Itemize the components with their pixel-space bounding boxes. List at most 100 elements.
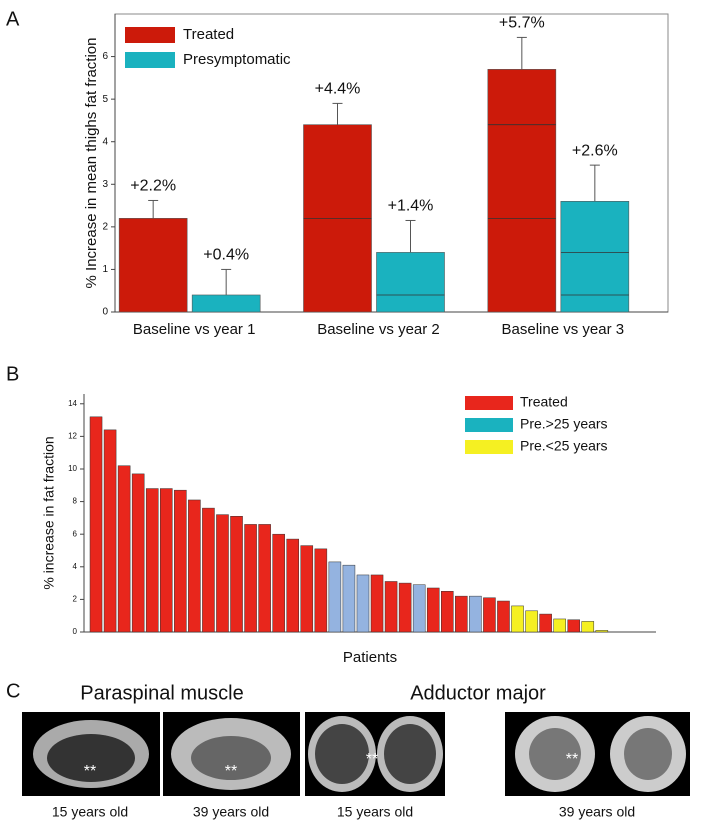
bar — [455, 595, 468, 633]
y-tick-label: 8 — [73, 497, 78, 506]
image-mark: ** — [566, 751, 578, 768]
x-tick-label: Baseline vs year 2 — [317, 321, 440, 338]
y-tick-label: 6 — [102, 51, 108, 62]
bar — [483, 597, 496, 633]
y-axis-label: % Increase in mean thighs fat fraction — [83, 38, 100, 289]
legend-label: Presymptomatic — [183, 51, 291, 68]
y-tick-label: 0 — [73, 627, 78, 636]
legend-swatch — [465, 418, 513, 432]
image-mark: ** — [84, 763, 96, 780]
bar — [487, 69, 557, 313]
bar — [441, 590, 454, 633]
y-tick-label: 3 — [102, 179, 108, 190]
legend-swatch — [465, 440, 513, 454]
y-tick-label: 2 — [102, 221, 108, 232]
bar — [511, 605, 524, 633]
value-label: +4.4% — [315, 81, 361, 98]
legend-swatch — [125, 52, 175, 68]
mri-images — [22, 712, 690, 796]
image-shape — [624, 728, 672, 780]
y-tick-label: 0 — [102, 307, 108, 318]
panel-label: A — [6, 8, 20, 30]
value-label: +2.6% — [572, 142, 618, 159]
y-tick-label: 5 — [102, 94, 108, 105]
bar — [469, 595, 482, 633]
image-mark: ** — [366, 751, 378, 768]
panel-label: C — [6, 680, 20, 702]
image-shape — [529, 728, 581, 780]
y-tick-label: 12 — [68, 431, 77, 440]
bar — [595, 630, 609, 633]
x-axis-label: Patients — [343, 649, 397, 666]
legend-label: Treated — [520, 394, 568, 410]
y-axis-label: % increase in fat fraction — [41, 436, 57, 589]
bar — [300, 545, 314, 633]
value-label: +0.4% — [203, 247, 249, 264]
image-caption: 15 years old — [337, 804, 413, 820]
image-title: Paraspinal muscle — [80, 682, 243, 704]
y-tick-label: 2 — [73, 595, 78, 604]
bar — [131, 473, 145, 633]
bar — [560, 201, 630, 313]
bar — [384, 581, 398, 633]
image-shape — [384, 724, 436, 784]
bar — [525, 610, 538, 633]
bar — [497, 600, 510, 633]
image-caption: 39 years old — [559, 804, 635, 820]
bar — [117, 465, 131, 633]
bar — [370, 574, 384, 633]
image-caption: 15 years old — [52, 804, 128, 820]
panel-label: B — [6, 363, 19, 385]
image-shape — [47, 734, 135, 782]
bar — [581, 621, 595, 633]
legend-swatch — [125, 27, 175, 43]
y-tick-label: 10 — [68, 464, 77, 473]
value-label: +2.2% — [130, 178, 176, 195]
bar — [567, 619, 581, 633]
image-shape — [315, 724, 369, 784]
bar — [376, 252, 445, 313]
bar — [202, 507, 215, 633]
legend-label: Treated — [183, 26, 234, 43]
bar — [145, 488, 159, 633]
bar — [103, 429, 117, 633]
y-tick-label: 4 — [73, 562, 78, 571]
bar — [191, 294, 261, 313]
bar — [160, 488, 173, 633]
bar — [230, 516, 243, 633]
legend-swatch — [465, 396, 513, 410]
bar — [342, 564, 356, 633]
bar — [426, 587, 440, 633]
bar — [314, 548, 328, 633]
bar — [328, 561, 342, 633]
bar — [412, 584, 426, 633]
bar — [286, 538, 300, 633]
y-tick-label: 6 — [73, 529, 78, 538]
y-tick-label: 14 — [68, 399, 77, 408]
bar — [188, 499, 201, 633]
bar — [258, 524, 271, 633]
bar — [398, 582, 412, 633]
bar — [356, 574, 370, 633]
bar — [118, 218, 188, 313]
bar — [272, 533, 285, 633]
bar — [216, 514, 229, 633]
x-tick-label: Baseline vs year 3 — [502, 321, 625, 338]
bar — [89, 416, 103, 633]
image-caption: 39 years old — [193, 804, 269, 820]
image-title: Adductor major — [410, 682, 546, 704]
bar — [553, 618, 566, 633]
image-mark: ** — [225, 763, 237, 780]
value-label: +5.7% — [499, 15, 545, 32]
value-label: +1.4% — [388, 198, 434, 215]
bar — [244, 524, 257, 633]
legend-label: Pre.>25 years — [520, 416, 608, 432]
x-tick-label: Baseline vs year 1 — [133, 321, 256, 338]
bar — [174, 489, 187, 633]
image-shape — [191, 736, 271, 780]
legend-label: Pre.<25 years — [520, 438, 608, 454]
y-tick-label: 4 — [102, 136, 108, 147]
bar — [539, 613, 552, 633]
